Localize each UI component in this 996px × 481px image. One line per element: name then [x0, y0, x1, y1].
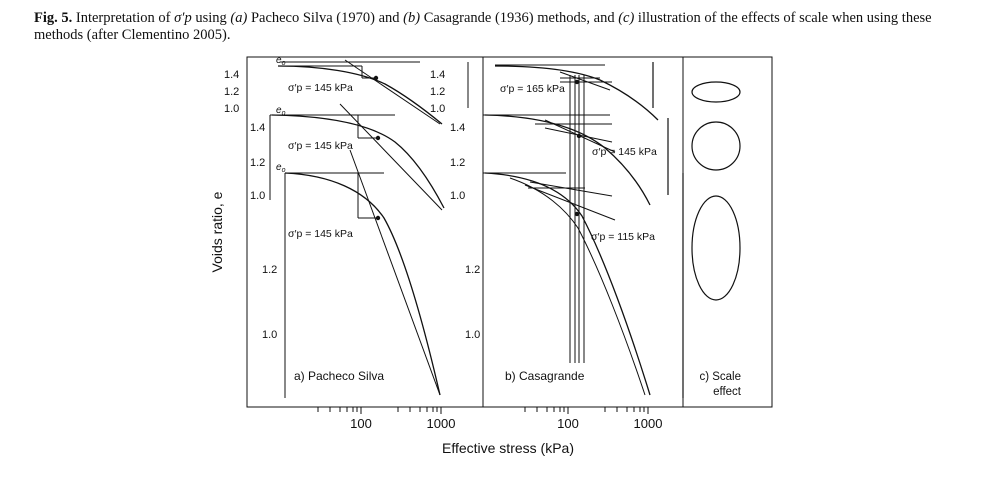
scale-circle	[691, 121, 741, 171]
a-top-ytick-2: 1.0	[224, 103, 239, 115]
a-mid-ytick-1: 1.2	[250, 157, 265, 169]
b-top-ytick-2: 1.0	[430, 103, 445, 115]
a-xtick-100: 100	[350, 416, 372, 431]
b-big-ytick-1: 1.0	[465, 329, 480, 341]
b-xtick-1000: 1000	[634, 416, 663, 431]
figure-caption: Fig. 5. Interpretation of σ′p using (a) …	[34, 10, 964, 44]
b-annotation-1: σ′p = 145 kPa	[592, 146, 657, 158]
b-mid-ytick-1: 1.2	[450, 157, 465, 169]
a-annotation-2: σ′p = 145 kPa	[288, 228, 353, 240]
panel-c-title-2: effect	[713, 386, 742, 398]
panel-c	[652, 62, 741, 398]
x-axis-label: Effective stress (kPa)	[442, 440, 574, 456]
figure-frame	[246, 56, 773, 408]
panel-a	[246, 59, 445, 398]
e0-label-a-big: eo	[276, 162, 286, 174]
caption-c-marker: (c)	[618, 10, 635, 26]
b-xtick-100: 100	[557, 416, 579, 431]
e0-label-a-top: eo	[276, 55, 286, 67]
e0-label-a-mid: eo	[276, 105, 286, 117]
scale-ellipse-large	[691, 195, 741, 301]
caption-label: Fig. 5.	[34, 10, 73, 26]
a-annotation-1: σ′p = 145 kPa	[288, 140, 353, 152]
a-big-ytick-0: 1.2	[262, 264, 277, 276]
b-top-ytick-0: 1.4	[430, 69, 445, 81]
a-annotation-0: σ′p = 145 kPa	[288, 82, 353, 94]
b-mid-ytick-0: 1.4	[450, 122, 465, 134]
panel-c-title-1: c) Scale	[699, 371, 741, 383]
x-axis-ticks	[317, 407, 649, 414]
scale-ellipse-small	[691, 81, 741, 103]
b-mid-ytick-2: 1.0	[450, 190, 465, 202]
b-annotation-0: σ′p = 165 kPa	[500, 83, 565, 95]
panel-b-title: b) Casagrande	[505, 369, 585, 383]
panel-a-points	[373, 75, 381, 221]
caption-text-2: using	[191, 10, 231, 26]
b-big-ytick-0: 1.2	[465, 264, 480, 276]
panel-a-title: a) Pacheco Silva	[294, 369, 384, 383]
b-annotation-2: σ′p = 115 kPa	[591, 231, 655, 243]
a-top-ytick-0: 1.4	[224, 69, 239, 81]
a-xtick-1000: 1000	[427, 416, 456, 431]
caption-text-4: Casagrande (1936) methods, and	[420, 10, 619, 26]
panel-b-points	[574, 79, 582, 217]
b-top-ytick-1: 1.2	[430, 86, 445, 98]
caption-symbol: σ′p	[174, 10, 192, 26]
caption-text-1: Interpretation of	[72, 10, 175, 26]
caption-text-3: Pacheco Silva (1970) and	[247, 10, 404, 26]
a-mid-ytick-2: 1.0	[250, 190, 265, 202]
panel-b	[467, 62, 659, 398]
caption-b-marker: (b)	[403, 10, 421, 26]
caption-a-marker: (a)	[230, 10, 248, 26]
caption-text-5: illustration of the effects of scale whe…	[34, 10, 932, 43]
a-top-ytick-1: 1.2	[224, 86, 239, 98]
a-big-ytick-1: 1.0	[262, 329, 277, 341]
a-mid-ytick-0: 1.4	[250, 122, 265, 134]
y-axis-label: Voids ratio, e	[209, 191, 225, 272]
